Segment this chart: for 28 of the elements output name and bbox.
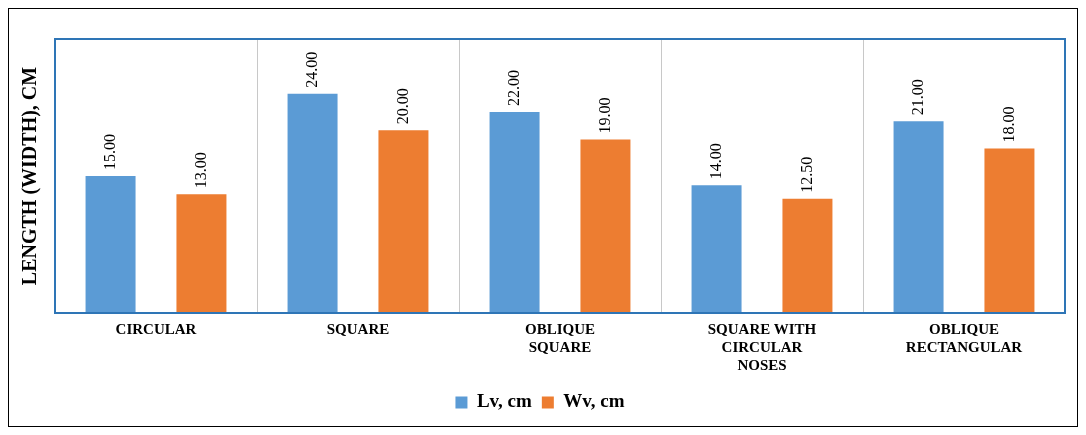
x-tick-label: OBLIQUE RECTANGULAR (905, 320, 1023, 355)
x-tick-label: SQUARE (326, 320, 390, 337)
data-label: 18.00 (999, 106, 1017, 143)
data-label: 19.00 (595, 97, 613, 134)
bar (85, 176, 136, 313)
bar (176, 194, 227, 313)
x-tick-label: OBLIQUE SQUARE (524, 320, 596, 355)
data-label: 20.00 (393, 88, 411, 125)
x-tick-label: CIRCULAR (115, 320, 197, 337)
data-label: 13.00 (191, 152, 209, 189)
bar (782, 198, 833, 313)
data-label: 14.00 (706, 143, 724, 180)
legend-label: Wv, cm (563, 390, 625, 412)
bar (287, 93, 338, 313)
bar (489, 112, 540, 313)
y-axis-title: LENGTH (WIDTH), CM (18, 66, 42, 286)
data-label: 24.00 (302, 51, 320, 88)
bar (984, 148, 1035, 313)
legend-label: Lv, cm (476, 390, 533, 412)
bar (580, 139, 631, 313)
data-label: 21.00 (908, 79, 926, 116)
data-label: 22.00 (504, 70, 522, 107)
data-label: 15.00 (100, 134, 118, 170)
data-label: 12.50 (797, 156, 815, 193)
bar (378, 130, 429, 313)
bar (691, 185, 742, 313)
x-tick-label: SQUARE WITH CIRCULAR NOSES (707, 320, 817, 373)
bar (893, 121, 944, 313)
